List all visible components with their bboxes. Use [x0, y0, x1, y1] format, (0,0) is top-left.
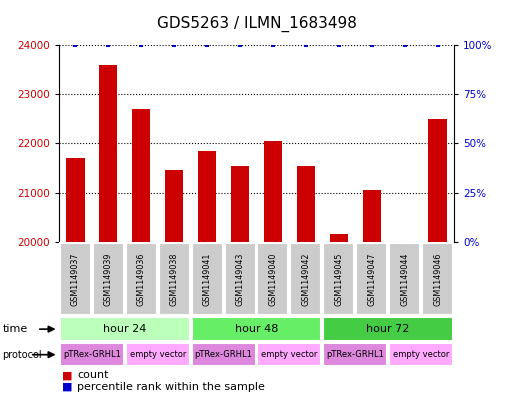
Point	[368, 42, 376, 48]
Point	[269, 42, 277, 48]
Text: ■: ■	[62, 370, 72, 380]
Text: pTRex-GRHL1: pTRex-GRHL1	[194, 350, 252, 359]
Point	[433, 42, 442, 48]
Text: GSM1149037: GSM1149037	[71, 252, 80, 306]
FancyBboxPatch shape	[323, 243, 354, 315]
FancyBboxPatch shape	[126, 343, 190, 366]
Text: GSM1149042: GSM1149042	[301, 252, 310, 306]
Bar	[264, 141, 282, 242]
Text: count: count	[77, 370, 108, 380]
Point	[302, 42, 310, 48]
Point	[71, 42, 80, 48]
Text: hour 24: hour 24	[103, 324, 147, 334]
Point	[334, 42, 343, 48]
FancyBboxPatch shape	[356, 243, 387, 315]
Text: percentile rank within the sample: percentile rank within the sample	[77, 382, 265, 392]
Point	[401, 42, 409, 48]
FancyBboxPatch shape	[159, 243, 190, 315]
Bar	[66, 158, 85, 242]
FancyBboxPatch shape	[93, 243, 124, 315]
FancyBboxPatch shape	[290, 243, 321, 315]
Bar	[363, 190, 381, 242]
Text: hour 72: hour 72	[366, 324, 410, 334]
FancyBboxPatch shape	[323, 318, 453, 341]
Point	[137, 42, 145, 48]
FancyBboxPatch shape	[258, 343, 321, 366]
Bar	[330, 234, 348, 242]
Point	[236, 42, 244, 48]
FancyBboxPatch shape	[60, 318, 190, 341]
Text: GSM1149045: GSM1149045	[334, 252, 343, 306]
Text: GSM1149043: GSM1149043	[235, 252, 245, 306]
Text: protocol: protocol	[3, 350, 42, 360]
Point	[104, 42, 112, 48]
FancyBboxPatch shape	[192, 243, 223, 315]
Text: pTRex-GRHL1: pTRex-GRHL1	[326, 350, 384, 359]
Bar	[132, 109, 150, 242]
Text: GSM1149041: GSM1149041	[203, 252, 212, 306]
Text: GSM1149038: GSM1149038	[170, 252, 179, 306]
Text: GSM1149036: GSM1149036	[137, 252, 146, 306]
Point	[203, 42, 211, 48]
Point	[170, 42, 179, 48]
Text: GSM1149047: GSM1149047	[367, 252, 376, 306]
Text: GSM1149046: GSM1149046	[433, 252, 442, 306]
FancyBboxPatch shape	[126, 243, 157, 315]
Bar	[100, 65, 117, 242]
FancyBboxPatch shape	[60, 343, 124, 366]
Bar	[231, 165, 249, 242]
Text: GSM1149044: GSM1149044	[400, 252, 409, 306]
Text: ■: ■	[62, 382, 72, 392]
Bar	[297, 165, 315, 242]
Text: pTRex-GRHL1: pTRex-GRHL1	[63, 350, 121, 359]
Text: empty vector: empty vector	[393, 350, 449, 359]
Text: GSM1149039: GSM1149039	[104, 252, 113, 306]
FancyBboxPatch shape	[258, 243, 288, 315]
Bar	[198, 151, 216, 242]
Text: time: time	[3, 324, 28, 334]
Bar	[165, 171, 183, 242]
Bar	[428, 119, 447, 242]
Bar	[396, 242, 413, 244]
FancyBboxPatch shape	[225, 243, 255, 315]
Text: GDS5263 / ILMN_1683498: GDS5263 / ILMN_1683498	[156, 16, 357, 32]
FancyBboxPatch shape	[60, 243, 91, 315]
FancyBboxPatch shape	[422, 243, 453, 315]
FancyBboxPatch shape	[192, 318, 321, 341]
FancyBboxPatch shape	[192, 343, 255, 366]
Text: empty vector: empty vector	[130, 350, 186, 359]
Text: empty vector: empty vector	[261, 350, 318, 359]
FancyBboxPatch shape	[323, 343, 387, 366]
FancyBboxPatch shape	[389, 243, 420, 315]
Text: hour 48: hour 48	[235, 324, 278, 334]
Text: GSM1149040: GSM1149040	[268, 252, 278, 306]
FancyBboxPatch shape	[389, 343, 453, 366]
